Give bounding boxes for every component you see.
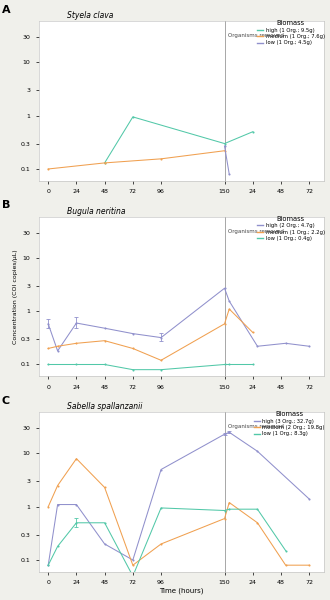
- X-axis label: Time (hours): Time (hours): [159, 588, 204, 595]
- Text: A: A: [2, 5, 10, 14]
- Text: C: C: [2, 395, 10, 406]
- Text: Bugula neritina: Bugula neritina: [67, 207, 126, 216]
- Legend: high (1 Org.; 9.5g), medium (1 Org.; 7.6g), low (1 Org.; 4.5g): high (1 Org.; 9.5g), medium (1 Org.; 7.6…: [257, 20, 325, 46]
- Text: Organisms removed: Organisms removed: [228, 229, 284, 234]
- Text: Sabella spallanzanii: Sabella spallanzanii: [67, 402, 143, 411]
- Text: B: B: [2, 200, 10, 210]
- Y-axis label: Concentration (COI copies/μL): Concentration (COI copies/μL): [13, 249, 18, 344]
- Legend: high (2 Org.; 4.7g), medium (1 Org.; 2.2g), low (1 Org.; 0.4g): high (2 Org.; 4.7g), medium (1 Org.; 2.2…: [257, 216, 325, 241]
- Text: Organisms removed: Organisms removed: [228, 424, 284, 430]
- Text: Organisms removed: Organisms removed: [228, 34, 284, 38]
- Text: Styela clava: Styela clava: [67, 11, 114, 20]
- Legend: high (3 Org.; 32.7g), medium (2 Org.; 19.8g), low (1 Org.; 8.3g): high (3 Org.; 32.7g), medium (2 Org.; 19…: [254, 412, 325, 436]
